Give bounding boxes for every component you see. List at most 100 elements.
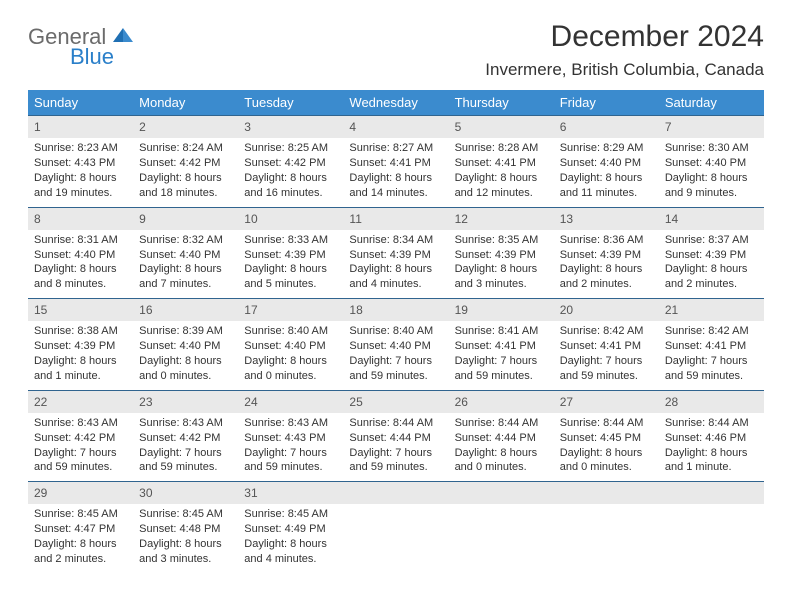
day-cell: 5Sunrise: 8:28 AMSunset: 4:41 PMDaylight… (449, 116, 554, 207)
day-of-week-header: Saturday (659, 90, 764, 115)
day-sunrise-line: Sunrise: 8:25 AM (244, 141, 337, 156)
day-sunset-line: Sunset: 4:44 PM (349, 431, 442, 446)
day-sunrise-line: Sunrise: 8:23 AM (34, 141, 127, 156)
day-number: 16 (133, 299, 238, 321)
day-sunset-line: Sunset: 4:42 PM (244, 156, 337, 171)
day-day1-line: Daylight: 8 hours (455, 446, 548, 461)
day-number: 4 (343, 116, 448, 138)
day-day1-line: Daylight: 8 hours (34, 354, 127, 369)
day-day2-line: and 1 minute. (665, 460, 758, 475)
day-cell: 16 Sunrise: 8:39 AMSunset: 4:40 PMDayligh… (133, 299, 238, 390)
day-day2-line: and 2 minutes. (665, 277, 758, 292)
day-cell: 21Sunrise: 8:42 AMSunset: 4:41 PMDayligh… (659, 299, 764, 390)
day-day1-line: Daylight: 8 hours (560, 446, 653, 461)
logo-triangle-icon (113, 26, 133, 47)
day-day2-line: and 11 minutes. (560, 186, 653, 201)
week-row: 15Sunrise: 8:38 AMSunset: 4:39 PMDayligh… (28, 298, 764, 390)
day-sunset-line: Sunset: 4:46 PM (665, 431, 758, 446)
day-cell: 7Sunrise: 8:30 AMSunset: 4:40 PMDaylight… (659, 116, 764, 207)
day-number: 9 (133, 208, 238, 230)
day-sunrise-line: Sunrise: 8:43 AM (244, 416, 337, 431)
day-sunset-line: Sunset: 4:39 PM (560, 248, 653, 263)
day-number: 27 (554, 391, 659, 413)
day-body: Sunrise: 8:45 AMSunset: 4:49 PMDaylight:… (238, 507, 343, 566)
day-of-week-header: Thursday (449, 90, 554, 115)
day-sunrise-line: Sunrise: 8:29 AM (560, 141, 653, 156)
day-number: 17 (238, 299, 343, 321)
day-sunset-line: Sunset: 4:45 PM (560, 431, 653, 446)
day-cell: 22Sunrise: 8:43 AMSunset: 4:42 PMDayligh… (28, 391, 133, 482)
day-day1-line: Daylight: 8 hours (665, 262, 758, 277)
day-sunrise-line: Sunrise: 8:45 AM (139, 507, 232, 522)
day-cell: 12Sunrise: 8:35 AMSunset: 4:39 PMDayligh… (449, 208, 554, 299)
day-number: 7 (659, 116, 764, 138)
day-sunrise-line: Sunrise: 8:42 AM (665, 324, 758, 339)
day-number: 15 (28, 299, 133, 321)
day-day2-line: and 0 minutes. (244, 369, 337, 384)
day-day2-line: and 3 minutes. (139, 552, 232, 567)
day-cell: 28Sunrise: 8:44 AMSunset: 4:46 PMDayligh… (659, 391, 764, 482)
day-number: 30 (133, 482, 238, 504)
week-row: 1Sunrise: 8:23 AMSunset: 4:43 PMDaylight… (28, 115, 764, 207)
day-sunrise-line: Sunrise: 8:34 AM (349, 233, 442, 248)
day-day1-line: Daylight: 8 hours (244, 171, 337, 186)
title-block: December 2024 Invermere, British Columbi… (485, 20, 764, 80)
day-day1-line: Daylight: 8 hours (665, 446, 758, 461)
day-body: Sunrise: 8:27 AMSunset: 4:41 PMDaylight:… (343, 141, 448, 200)
day-day2-line: and 0 minutes. (139, 369, 232, 384)
day-number: 28 (659, 391, 764, 413)
day-sunrise-line: Sunrise: 8:44 AM (349, 416, 442, 431)
day-day2-line: and 7 minutes. (139, 277, 232, 292)
day-sunset-line: Sunset: 4:39 PM (665, 248, 758, 263)
day-sunrise-line: Sunrise: 8:31 AM (34, 233, 127, 248)
day-sunrise-line: Sunrise: 8:45 AM (34, 507, 127, 522)
day-number: 12 (449, 208, 554, 230)
day-sunrise-line: Sunrise: 8:45 AM (244, 507, 337, 522)
day-cell-empty (343, 482, 448, 573)
day-body: Sunrise: 8:45 AMSunset: 4:48 PMDaylight:… (133, 507, 238, 566)
day-sunrise-line: Sunrise: 8:44 AM (560, 416, 653, 431)
day-sunset-line: Sunset: 4:49 PM (244, 522, 337, 537)
day-day2-line: and 2 minutes. (34, 552, 127, 567)
day-cell: 14Sunrise: 8:37 AMSunset: 4:39 PMDayligh… (659, 208, 764, 299)
day-day2-line: and 9 minutes. (665, 186, 758, 201)
day-body: Sunrise: 8:44 AMSunset: 4:44 PMDaylight:… (343, 416, 448, 475)
day-sunrise-line: Sunrise: 8:42 AM (560, 324, 653, 339)
day-cell: 10Sunrise: 8:33 AMSunset: 4:39 PMDayligh… (238, 208, 343, 299)
day-sunrise-line: Sunrise: 8:43 AM (139, 416, 232, 431)
day-body: Sunrise: 8:33 AMSunset: 4:39 PMDaylight:… (238, 233, 343, 292)
day-sunset-line: Sunset: 4:48 PM (139, 522, 232, 537)
day-body: Sunrise: 8:39 AMSunset: 4:40 PMDaylight:… (133, 324, 238, 383)
day-sunrise-line: Sunrise: 8:40 AM (244, 324, 337, 339)
day-body: Sunrise: 8:25 AMSunset: 4:42 PMDaylight:… (238, 141, 343, 200)
day-number: 3 (238, 116, 343, 138)
day-sunset-line: Sunset: 4:40 PM (34, 248, 127, 263)
day-sunset-line: Sunset: 4:40 PM (139, 339, 232, 354)
day-number: 20 (554, 299, 659, 321)
day-day1-line: Daylight: 8 hours (34, 262, 127, 277)
day-day2-line: and 18 minutes. (139, 186, 232, 201)
day-sunset-line: Sunset: 4:41 PM (455, 156, 548, 171)
day-cell: 2Sunrise: 8:24 AMSunset: 4:42 PMDaylight… (133, 116, 238, 207)
day-cell: 24Sunrise: 8:43 AMSunset: 4:43 PMDayligh… (238, 391, 343, 482)
day-sunset-line: Sunset: 4:41 PM (349, 156, 442, 171)
day-day2-line: and 0 minutes. (455, 460, 548, 475)
day-sunset-line: Sunset: 4:41 PM (455, 339, 548, 354)
logo-block: General Blue (28, 26, 133, 68)
day-of-week-header: Tuesday (238, 90, 343, 115)
day-sunrise-line: Sunrise: 8:27 AM (349, 141, 442, 156)
day-cell: 1Sunrise: 8:23 AMSunset: 4:43 PMDaylight… (28, 116, 133, 207)
calendar-page: General Blue December 2024 Invermere, Br… (0, 0, 792, 573)
day-body: Sunrise: 8:29 AMSunset: 4:40 PMDaylight:… (554, 141, 659, 200)
day-day2-line: and 59 minutes. (560, 369, 653, 384)
day-day1-line: Daylight: 8 hours (139, 171, 232, 186)
day-sunrise-line: Sunrise: 8:44 AM (455, 416, 548, 431)
day-number: 25 (343, 391, 448, 413)
day-day2-line: and 59 minutes. (349, 369, 442, 384)
day-cell: 15Sunrise: 8:38 AMSunset: 4:39 PMDayligh… (28, 299, 133, 390)
day-cell: 26Sunrise: 8:44 AMSunset: 4:44 PMDayligh… (449, 391, 554, 482)
day-of-week-header: Sunday (28, 90, 133, 115)
day-sunrise-line: Sunrise: 8:38 AM (34, 324, 127, 339)
day-number: 1 (28, 116, 133, 138)
day-cell: 17Sunrise: 8:40 AMSunset: 4:40 PMDayligh… (238, 299, 343, 390)
